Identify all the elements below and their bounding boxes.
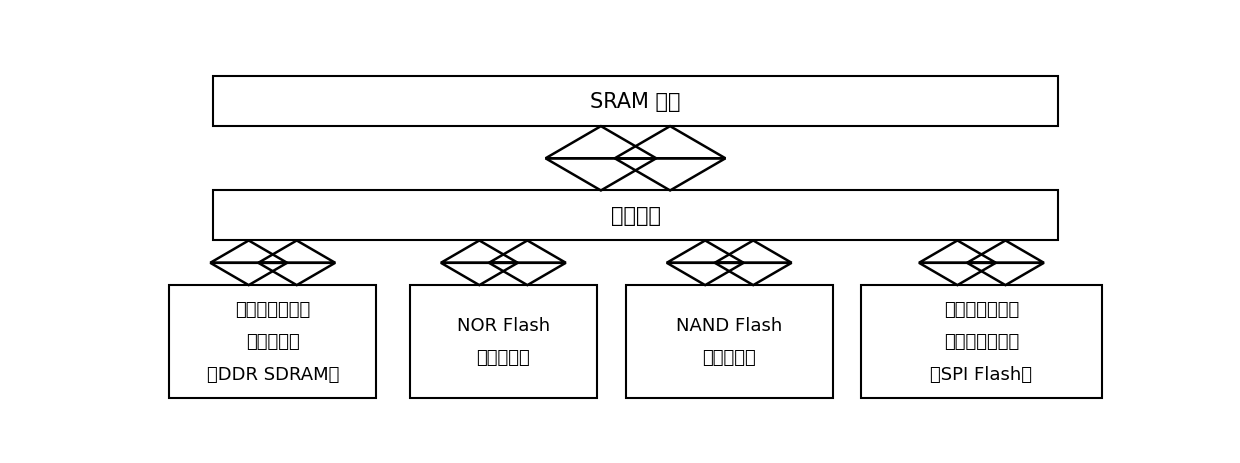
Bar <box>409 286 598 398</box>
Text: 口存储器控制器: 口存储器控制器 <box>944 333 1019 350</box>
Bar <box>862 286 1101 398</box>
Text: 双倍速率静态存: 双倍速率静态存 <box>236 300 310 319</box>
Text: 储器控制器: 储器控制器 <box>246 333 300 350</box>
Text: （SPI Flash）: （SPI Flash） <box>930 365 1033 383</box>
Text: SRAM 设备: SRAM 设备 <box>590 92 681 112</box>
Text: NOR Flash: NOR Flash <box>456 317 549 335</box>
Bar <box>170 286 376 398</box>
Bar <box>213 191 1058 241</box>
Text: 主控制器: 主控制器 <box>610 206 661 226</box>
Bar <box>213 77 1058 127</box>
Bar <box>626 286 832 398</box>
Text: 串行外围设备接: 串行外围设备接 <box>944 300 1019 319</box>
Text: NAND Flash: NAND Flash <box>676 317 782 335</box>
Text: 内存控制器: 内存控制器 <box>702 349 756 367</box>
Text: （DDR SDRAM）: （DDR SDRAM） <box>207 365 339 383</box>
Text: 内存控制器: 内存控制器 <box>476 349 531 367</box>
